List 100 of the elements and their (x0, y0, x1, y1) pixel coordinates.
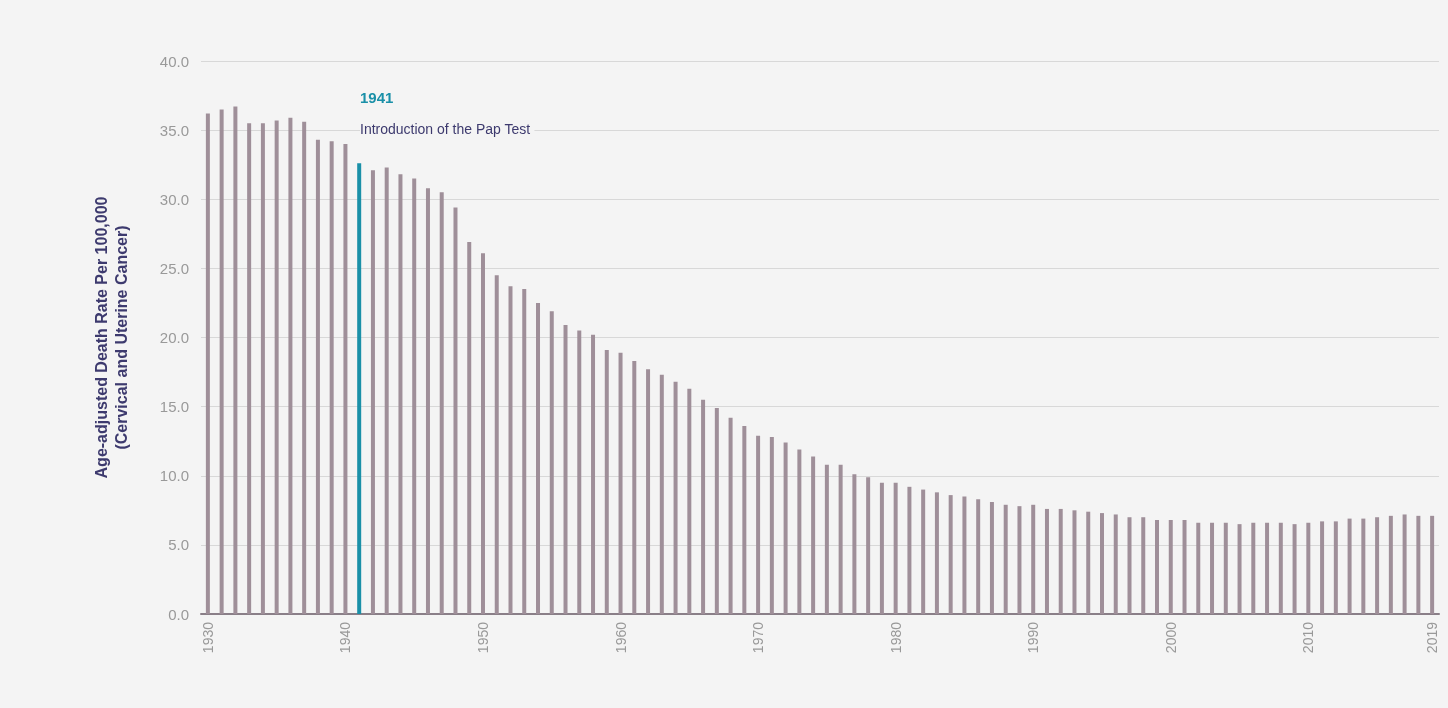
bar (1031, 504, 1036, 614)
bar (646, 369, 651, 614)
bar (989, 502, 994, 614)
y-tick-label: 25.0 (159, 259, 189, 277)
bar (824, 464, 829, 614)
bar (357, 163, 362, 614)
bar (577, 330, 582, 614)
bar (494, 275, 499, 614)
bar (618, 352, 623, 614)
bar (948, 495, 953, 614)
y-axis-title: Age-adjusted Death Rate Per 100,000 (Cervical and Uterine Cancer) (92, 196, 130, 479)
bar (962, 496, 967, 614)
bar (1306, 522, 1311, 614)
bar (398, 174, 403, 614)
bar (1141, 517, 1146, 614)
y-tick-label: 20.0 (159, 329, 189, 346)
y-tick-label: 0.0 (168, 605, 189, 623)
x-tick-label: 2000 (1162, 621, 1179, 654)
bar (1265, 522, 1270, 614)
bar (1196, 522, 1201, 614)
bar (247, 123, 252, 614)
bar (205, 113, 210, 614)
bar (1099, 513, 1104, 614)
bar (687, 388, 692, 614)
bar (756, 435, 761, 614)
bar (1072, 510, 1077, 614)
annotation: Introduction of the Pap Test (360, 121, 531, 137)
bar (384, 167, 389, 614)
bar (769, 437, 774, 614)
y-tick-label: 5.0 (168, 536, 189, 554)
x-tick-label: 1990 (1025, 621, 1042, 654)
bar (1292, 524, 1297, 614)
bar (591, 334, 596, 614)
bar (604, 349, 609, 614)
y-tick-label: 10.0 (159, 467, 189, 485)
annotation: 1941 (360, 89, 394, 106)
bar (1402, 514, 1407, 614)
bar (274, 120, 279, 614)
bar (742, 425, 747, 614)
x-tick-label: 1960 (612, 621, 629, 654)
bar (1347, 518, 1352, 614)
bar (659, 374, 664, 614)
bar (549, 311, 554, 614)
bar (1058, 508, 1063, 614)
bar (288, 117, 293, 614)
bar (1416, 515, 1421, 614)
bar (852, 474, 857, 614)
bar (329, 141, 334, 614)
x-tick-label: 1980 (887, 621, 904, 654)
bar (219, 109, 224, 614)
bar (1113, 514, 1118, 614)
bar (1086, 511, 1091, 614)
bar (480, 253, 485, 614)
bar (879, 482, 884, 614)
bar (412, 178, 417, 614)
bar (1017, 506, 1022, 614)
bar (1251, 522, 1256, 614)
bar (783, 442, 788, 614)
bar (315, 139, 320, 614)
x-tick-label: 2010 (1300, 621, 1317, 654)
bar (976, 499, 981, 614)
bar (1127, 517, 1132, 614)
bar (1237, 524, 1242, 614)
bar (811, 456, 816, 614)
bar (701, 399, 706, 614)
bar (1168, 519, 1173, 614)
bar (1333, 521, 1338, 614)
bar (934, 492, 939, 614)
bar (1320, 521, 1325, 614)
bar (797, 449, 802, 614)
x-tick-label: 1940 (337, 621, 354, 654)
bar (536, 302, 541, 614)
bar (1003, 504, 1008, 614)
bar (260, 123, 265, 614)
bar (508, 286, 513, 614)
x-tick-label: 1970 (750, 621, 767, 654)
bar (1278, 522, 1283, 614)
bar (1430, 515, 1435, 614)
bar (467, 242, 472, 614)
bar (714, 408, 719, 614)
bar (1375, 517, 1380, 614)
x-tick-label: 1930 (199, 621, 216, 654)
x-tick-label: 2019 (1424, 621, 1441, 654)
bar (728, 417, 733, 614)
bar (673, 381, 678, 614)
bar (866, 477, 871, 614)
bar (1361, 518, 1366, 614)
bar (921, 489, 926, 614)
bar (1388, 515, 1393, 614)
bar (343, 143, 348, 614)
bar (302, 121, 307, 614)
bar (370, 170, 375, 614)
bar (453, 207, 458, 614)
y-tick-label: 40.0 (159, 52, 189, 70)
y-tick-label: 15.0 (159, 398, 189, 416)
bar (233, 106, 238, 614)
bar (1182, 519, 1187, 614)
bar (632, 361, 637, 614)
bar (1155, 519, 1160, 614)
bar (1210, 522, 1215, 614)
